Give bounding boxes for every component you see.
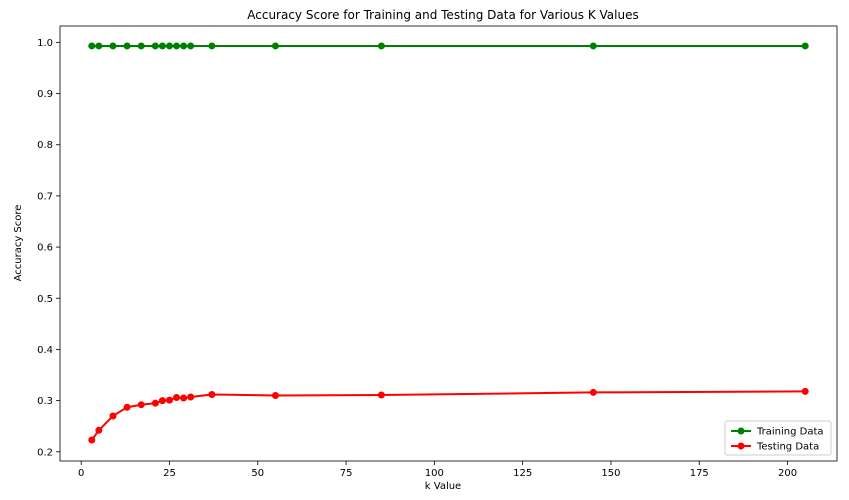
y-tick-label: 0.3 [37, 396, 53, 407]
data-point [95, 426, 103, 434]
data-point [151, 399, 159, 407]
y-tick-label: 1.0 [37, 38, 53, 49]
x-tick-label: 75 [340, 468, 353, 479]
data-point [123, 42, 131, 50]
legend: Training Data Testing Data [724, 420, 832, 456]
data-point [165, 396, 173, 404]
series-layer [88, 42, 809, 444]
plot-area [59, 25, 838, 462]
data-point [95, 42, 103, 50]
x-tick-label: 150 [601, 468, 620, 479]
x-tick-label: 100 [425, 468, 444, 479]
chart-title: Accuracy Score for Training and Testing … [247, 8, 638, 22]
x-tick-label: 125 [513, 468, 532, 479]
y-tick-label: 0.7 [37, 191, 53, 202]
data-point [88, 436, 96, 444]
data-point [208, 390, 216, 398]
data-point [88, 42, 96, 50]
data-point [589, 42, 597, 50]
series-line [90, 390, 806, 441]
data-point [180, 394, 188, 402]
x-tick-label: 0 [78, 468, 84, 479]
y-axis-label: Accuracy Score [13, 205, 24, 282]
data-point [123, 403, 131, 411]
data-point [109, 42, 117, 50]
data-point [589, 388, 597, 396]
y-tick-label: 0.5 [37, 294, 53, 305]
y-tick-label: 0.6 [37, 243, 53, 254]
data-point [158, 42, 166, 50]
data-point [151, 42, 159, 50]
x-tick-label: 25 [163, 468, 176, 479]
data-point [173, 394, 181, 402]
data-point [180, 42, 188, 50]
data-point [173, 42, 181, 50]
data-point [377, 391, 385, 399]
legend-box [724, 420, 832, 456]
data-point [165, 42, 173, 50]
data-point [801, 387, 809, 395]
y-tick-label: 0.8 [37, 140, 53, 151]
x-tick-label: 200 [778, 468, 797, 479]
x-tick-label: 50 [251, 468, 264, 479]
data-point [137, 401, 145, 409]
legend-label: Training Data [756, 427, 824, 438]
data-point [109, 412, 117, 420]
legend-label: Testing Data [756, 442, 819, 453]
y-axis: 0.2 0.3 0.4 0.5 0.6 0.7 0.8 0.9 1.0 [37, 38, 60, 458]
y-tick-label: 0.2 [37, 447, 53, 458]
data-point [271, 391, 279, 399]
data-point [271, 42, 279, 50]
x-axis-label: k Value [425, 481, 461, 492]
data-point [158, 397, 166, 405]
data-point [187, 42, 195, 50]
data-point [377, 42, 385, 50]
legend-marker [737, 442, 745, 450]
y-tick-label: 0.9 [37, 89, 53, 100]
x-tick-label: 175 [690, 468, 709, 479]
legend-marker [737, 427, 745, 435]
y-tick-label: 0.4 [37, 345, 53, 356]
data-point [208, 42, 216, 50]
x-axis: 0 25 50 75 100 125 150 175 200 [78, 461, 797, 479]
data-point [801, 42, 809, 50]
data-point [187, 393, 195, 401]
data-point [137, 42, 145, 50]
